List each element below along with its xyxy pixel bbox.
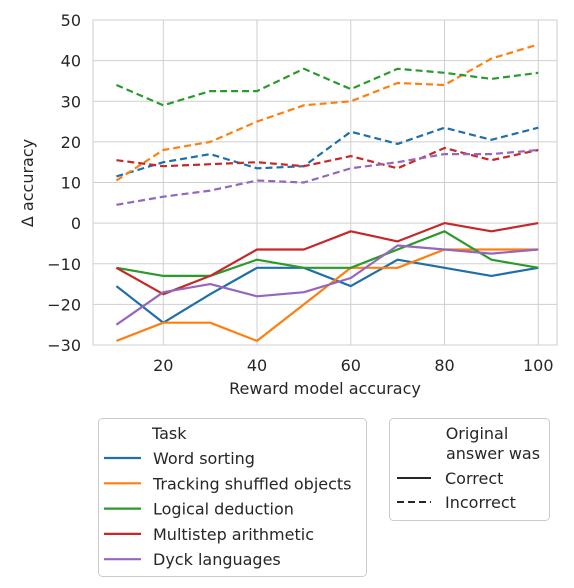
x-tick-label: 40 — [247, 356, 267, 375]
legend-label-tracking-shuffled-objects: Tracking shuffled objects — [152, 474, 352, 493]
legend-label-dyck-languages: Dyck languages — [153, 550, 281, 569]
series-line-multistep-arithmetic-incorrect — [116, 146, 539, 170]
legend-label-incorrect: Incorrect — [445, 493, 516, 512]
y-tick-label: 10 — [61, 174, 81, 193]
legend-label-multistep-arithmetic: Multistep arithmetic — [153, 525, 314, 544]
legend-style-title-line2: answer was — [446, 444, 540, 463]
y-tick-label: −30 — [47, 336, 81, 355]
series-lines — [115, 43, 539, 342]
x-tick-label: 20 — [153, 356, 173, 375]
series-line-logical-deduction-correct — [116, 230, 539, 277]
series-line-word-sorting-correct — [115, 258, 539, 324]
legend-label-word-sorting: Word sorting — [153, 449, 255, 468]
y-tick-labels: −30 −20 −10 0 10 20 30 40 50 — [47, 11, 81, 355]
legend-task-frame — [98, 418, 367, 577]
x-tick-label: 80 — [434, 356, 454, 375]
y-tick-label: 0 — [71, 214, 81, 233]
y-tick-label: 40 — [61, 52, 81, 71]
series-line-dyck-languages-correct — [115, 244, 539, 326]
x-axis-label: Reward model accuracy — [229, 379, 421, 398]
legend-style-frame — [389, 418, 550, 521]
series-line-tracking-shuffled-objects-incorrect — [115, 43, 539, 182]
y-tick-label: −20 — [47, 295, 81, 314]
legend-task-title: Task — [151, 424, 187, 443]
legend-label-logical-deduction: Logical deduction — [153, 500, 294, 519]
plot-frame — [92, 19, 558, 346]
grid — [93, 19, 557, 346]
y-tick-label: −10 — [47, 255, 81, 274]
series-line-tracking-shuffled-objects-correct — [116, 248, 539, 342]
y-tick-label: 50 — [61, 11, 81, 30]
series-line-word-sorting-incorrect — [116, 126, 539, 178]
series-line-multistep-arithmetic-correct — [115, 222, 539, 296]
legend-task: Task Word sorting Tracking shuffled objec… — [98, 418, 367, 577]
series-line-dyck-languages-incorrect — [116, 148, 539, 206]
legend-style: Original answer was Correct Incorrect — [389, 418, 550, 521]
y-tick-label: 30 — [61, 92, 81, 111]
legend-label-correct: Correct — [445, 469, 503, 488]
y-axis-label: Δ accuracy — [18, 139, 37, 227]
y-tick-label: 20 — [61, 133, 81, 152]
legend-style-title-line1: Original — [446, 424, 509, 443]
x-tick-label: 100 — [523, 356, 554, 375]
x-tick-labels: 20 40 60 80 100 — [153, 356, 553, 375]
series-line-logical-deduction-incorrect — [115, 67, 539, 107]
x-tick-label: 60 — [341, 356, 361, 375]
